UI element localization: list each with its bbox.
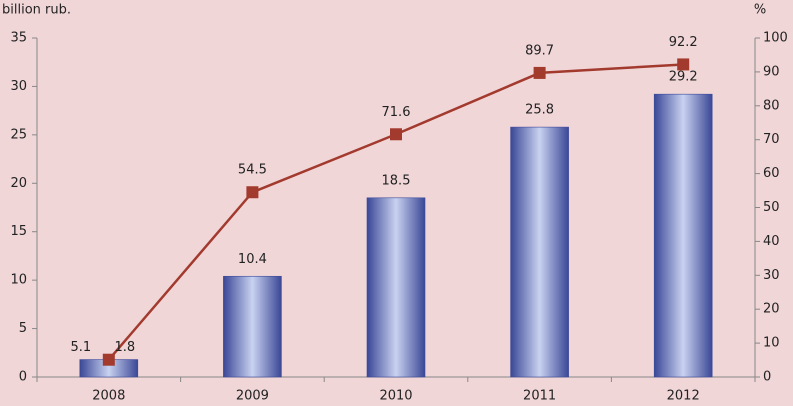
line-marker — [246, 186, 259, 199]
y2-tick-label: 30 — [763, 268, 780, 283]
y-tick-label: 15 — [10, 224, 27, 239]
y-tick-label: 0 — [19, 370, 27, 385]
line-marker — [533, 66, 546, 79]
y-tick-label: 30 — [10, 79, 27, 94]
y2-tick-label: 0 — [763, 370, 771, 385]
bar — [366, 197, 426, 378]
y2-axis-label: % — [754, 3, 766, 18]
bar-value-label: 10.4 — [238, 252, 267, 267]
y-tick-label: 10 — [10, 273, 27, 288]
x-tick-label: 2008 — [92, 389, 125, 404]
y-tick-label: 5 — [19, 321, 27, 336]
bar-value-label: 25.8 — [525, 103, 554, 118]
bar — [223, 275, 282, 378]
line-value-label: 71.6 — [382, 105, 411, 120]
bar-value-label: 18.5 — [382, 173, 411, 188]
y-tick-label: 35 — [10, 31, 27, 46]
y2-tick-label: 70 — [763, 132, 780, 147]
line-value-label: 92.2 — [669, 35, 698, 50]
bar — [653, 93, 713, 378]
x-tick-label: 2010 — [379, 389, 412, 404]
y2-tick-label: 100 — [763, 31, 788, 46]
y-axis-label: billion rub. — [2, 3, 71, 18]
bar-value-label: 1.8 — [114, 340, 135, 355]
bar-value-label: 29.2 — [669, 70, 698, 85]
y2-tick-label: 50 — [763, 200, 780, 215]
y2-tick-label: 20 — [763, 302, 780, 317]
x-tick-label: 2011 — [523, 389, 556, 404]
y2-tick-label: 80 — [763, 98, 780, 113]
y2-tick-label: 60 — [763, 166, 780, 181]
x-tick-label: 2012 — [667, 389, 700, 404]
line-marker — [102, 353, 115, 366]
line-value-label: 89.7 — [525, 43, 554, 58]
line-value-label: 5.1 — [70, 340, 91, 355]
y2-tick-label: 40 — [763, 234, 780, 249]
line-marker — [677, 58, 690, 71]
x-tick-label: 2009 — [236, 389, 269, 404]
y-tick-label: 25 — [10, 127, 27, 142]
y2-tick-label: 90 — [763, 64, 780, 79]
bar — [510, 126, 569, 378]
line-value-label: 54.5 — [238, 163, 267, 178]
y2-tick-label: 10 — [763, 336, 780, 351]
y-tick-label: 20 — [10, 176, 27, 191]
line-marker — [390, 128, 402, 141]
